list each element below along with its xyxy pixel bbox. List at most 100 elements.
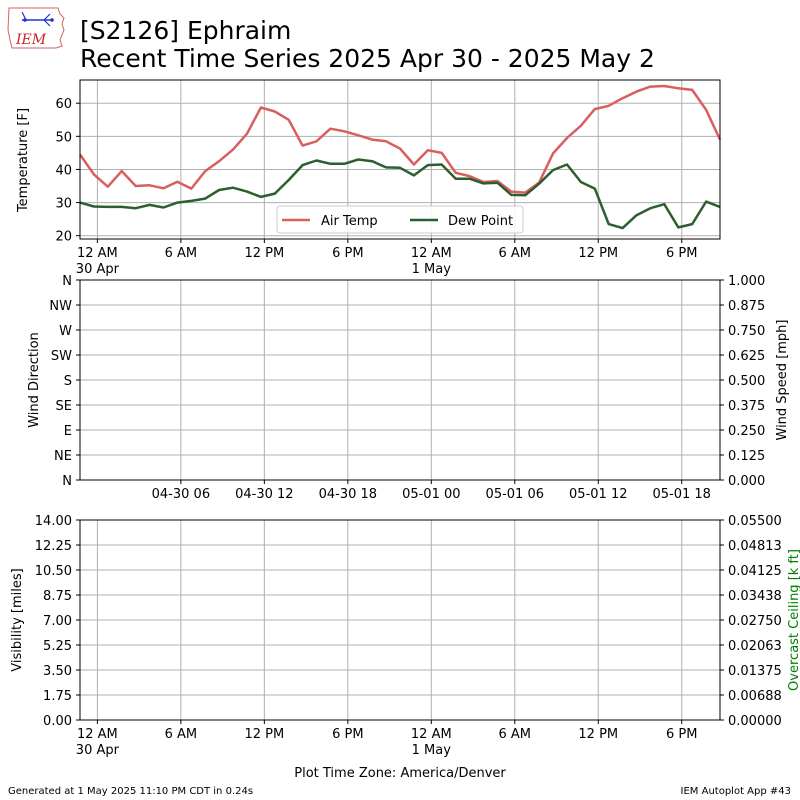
title-line-1: [S2126] Ephraim (80, 16, 291, 45)
y-tick-label: 0.375 (728, 399, 765, 414)
x-tick-label: 6 PM (666, 246, 697, 261)
y-tick-label: 0.750 (728, 324, 765, 339)
y-tick-label: 20 (55, 230, 72, 245)
y-tick-label: 0.00688 (728, 689, 782, 704)
generated-note: Generated at 1 May 2025 11:10 PM CDT in … (8, 786, 253, 797)
y-tick-label: 12.25 (35, 539, 72, 554)
ceiling-ticks: 0.00000 0.00688 0.01375 0.02063 0.02750 0.034… (720, 514, 782, 729)
iowa-outline-icon (7, 7, 65, 49)
y-tick-label: SE (56, 399, 72, 414)
app-note: IEM Autoplot App #43 (681, 786, 791, 797)
y-tick-label: 1.000 (728, 274, 765, 289)
y-tick-label: 0.03438 (728, 589, 782, 604)
x-tick-label: 04-30 18 (319, 487, 377, 502)
y-tick-label: N (62, 274, 72, 289)
wind-direction-label: Wind Direction (27, 332, 42, 428)
dew-point-line (79, 158, 721, 230)
temperature-series (78, 84, 722, 230)
ceiling-y-label: Overcast Ceiling [k ft] (787, 549, 800, 691)
x-tick-label: 04-30 06 (152, 487, 210, 502)
x-tick-label: 6 PM (332, 727, 363, 742)
x-tick-label: 6 AM (165, 727, 198, 742)
y-tick-label: 0.250 (728, 424, 765, 439)
y-tick-label: W (59, 324, 72, 339)
x-tick-label: 12 AM (411, 246, 452, 261)
wind-grid (80, 280, 720, 480)
x-tick-label: 12 AM (411, 727, 452, 742)
x-tick-label: 12 PM (244, 727, 284, 742)
temperature-legend: Air Temp Dew Point (276, 205, 524, 234)
y-tick-label: E (64, 424, 72, 439)
temperature-y-label: Temperature [F] (16, 108, 31, 213)
visibility-grid (80, 520, 720, 720)
y-tick-label: 40 (55, 163, 72, 178)
title-line-2: Recent Time Series 2025 Apr 30 - 2025 Ma… (80, 44, 655, 73)
temperature-y-ticks: 20 30 40 50 60 (55, 97, 80, 245)
y-tick-label: 5.25 (43, 639, 72, 654)
y-tick-label: 0.02063 (728, 639, 782, 654)
y-tick-label: 14.00 (35, 514, 72, 529)
y-tick-label: 0.00 (43, 714, 72, 729)
x-tick-label: 12 PM (578, 727, 618, 742)
y-tick-label: 0.04813 (728, 539, 782, 554)
y-tick-label: 0.000 (728, 474, 765, 489)
y-tick-label: S (64, 374, 72, 389)
wind-direction-ticks: N NE E SE S SW W NW N (49, 274, 80, 489)
visibility-y-label: Visibility [miles] (10, 568, 25, 671)
y-tick-label: 50 (55, 130, 72, 145)
y-tick-label: 8.75 (43, 589, 72, 604)
iem-logo: IEM (7, 7, 65, 49)
x-tick-sublabel: 30 Apr (76, 262, 120, 277)
y-tick-label: 1.75 (43, 689, 72, 704)
x-tick-sublabel: 1 May (412, 743, 452, 758)
y-tick-label: SW (51, 349, 72, 364)
x-tick-label: 04-30 12 (235, 487, 293, 502)
y-tick-label: 0.05500 (728, 514, 782, 529)
x-tick-label: 05-01 00 (402, 487, 460, 502)
visibility-panel: 0.001.753.505.257.008.7510.5012.2514.00 … (10, 514, 800, 781)
y-tick-label: 0.125 (728, 449, 765, 464)
x-tick-label: 12 PM (578, 246, 618, 261)
y-tick-label: 0.01375 (728, 664, 782, 679)
y-tick-label: N (62, 474, 72, 489)
x-tick-label: 05-01 12 (569, 487, 627, 502)
x-tick-label: 05-01 06 (486, 487, 544, 502)
timezone-label: Plot Time Zone: America/Denver (294, 766, 506, 781)
visibility-ticks: 0.00 1.75 3.50 5.25 7.00 8.75 10.50 12.25 14.00 (35, 514, 80, 729)
x-tick-label: 12 PM (244, 246, 284, 261)
legend-dew-point-label: Dew Point (448, 214, 513, 229)
x-tick-sublabel: 1 May (412, 262, 452, 277)
y-tick-label: 0.500 (728, 374, 765, 389)
x-tick-label: 6 AM (499, 246, 532, 261)
x-tick-label: 12 AM (77, 246, 118, 261)
logo-text: IEM (15, 32, 47, 48)
x-tick-label: 6 PM (332, 246, 363, 261)
x-tick-label: 6 PM (666, 727, 697, 742)
y-tick-label: 0.00000 (728, 714, 782, 729)
y-tick-label: 10.50 (35, 564, 72, 579)
y-tick-label: 0.02750 (728, 614, 782, 629)
y-tick-label: 0.04125 (728, 564, 782, 579)
y-tick-label: NW (49, 299, 72, 314)
x-tick-label: 12 AM (77, 727, 118, 742)
x-tick-label: 05-01 18 (653, 487, 711, 502)
y-tick-label: 7.00 (43, 614, 72, 629)
wind-x-ticks: 04-30 06 04-30 12 04-30 18 05-01 00 05-01 06… (152, 480, 711, 502)
x-tick-sublabel: 30 Apr (76, 743, 120, 758)
y-tick-label: 60 (55, 97, 72, 112)
legend-air-temp-label: Air Temp (321, 214, 378, 229)
y-tick-label: NE (54, 449, 72, 464)
y-tick-label: 3.50 (43, 664, 72, 679)
y-tick-label: 0.875 (728, 299, 765, 314)
wind-speed-ticks: 0.000 0.125 0.250 0.375 0.500 0.625 0.750 0.875… (720, 274, 765, 489)
x-tick-label: 6 AM (499, 727, 532, 742)
y-tick-label: 0.625 (728, 349, 765, 364)
air-temp-line (78, 84, 722, 194)
wind-speed-label: Wind Speed [mph] (775, 320, 790, 441)
x-tick-label: 6 AM (165, 246, 198, 261)
